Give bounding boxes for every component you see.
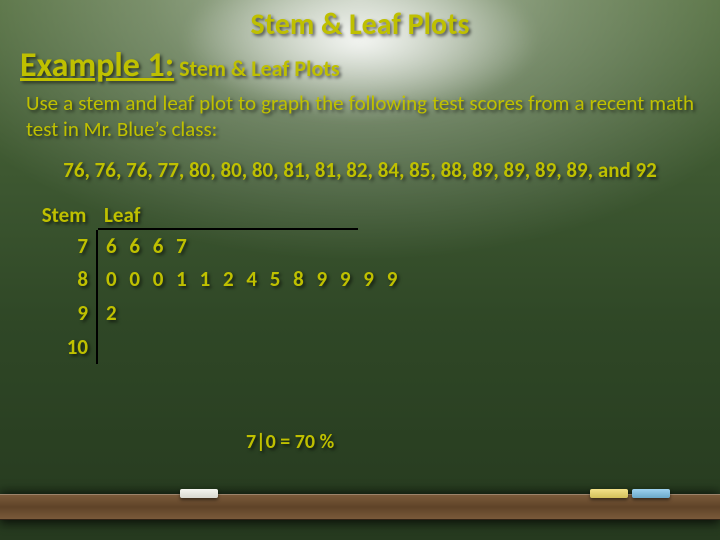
data-list: 76, 76, 76, 77, 80, 80, 80, 81, 81, 82, … (38, 157, 682, 184)
prompt-text: Use a stem and leaf plot to graph the fo… (26, 90, 694, 143)
header-stem: Stem (36, 202, 98, 230)
leaf-cell: 6 6 6 7 (98, 230, 191, 264)
stem-cell: 8 (36, 263, 98, 297)
leaf-cell: 0 0 0 1 1 2 4 5 8 9 9 9 9 (98, 263, 401, 297)
stem-leaf-key: 7|0 = 70 % (246, 430, 334, 454)
example-subtitle: Stem & Leaf Plots (179, 55, 340, 82)
leaf-cell: 2 (98, 297, 121, 331)
table-row: 8 0 0 0 1 1 2 4 5 8 9 9 9 9 (36, 263, 700, 297)
example-label: Example 1: (20, 45, 174, 86)
chalk-white-icon (180, 489, 218, 498)
header-leaf: Leaf (98, 202, 358, 230)
main-title: Stem & Leaf Plots (20, 6, 700, 43)
stem-leaf-rows: 7 6 6 6 7 8 0 0 0 1 1 2 4 5 8 9 9 9 9 9 … (36, 230, 700, 364)
stem-leaf-header: Stem Leaf (36, 202, 700, 230)
chalk-yellow-icon (590, 489, 628, 498)
chalk-blue-icon (632, 489, 670, 498)
table-row: 7 6 6 6 7 (36, 230, 700, 264)
table-row: 9 2 (36, 297, 700, 331)
stem-cell: 7 (36, 230, 98, 264)
stem-leaf-plot: Stem Leaf 7 6 6 6 7 8 0 0 0 1 1 2 4 5 8 … (36, 202, 700, 364)
stem-cell: 10 (36, 331, 98, 365)
stem-cell: 9 (36, 297, 98, 331)
slide: Stem & Leaf Plots Example 1: Stem & Leaf… (0, 0, 720, 540)
example-heading: Example 1: Stem & Leaf Plots (20, 45, 700, 86)
slide-content: Stem & Leaf Plots Example 1: Stem & Leaf… (0, 0, 720, 540)
table-row: 10 (36, 331, 700, 365)
